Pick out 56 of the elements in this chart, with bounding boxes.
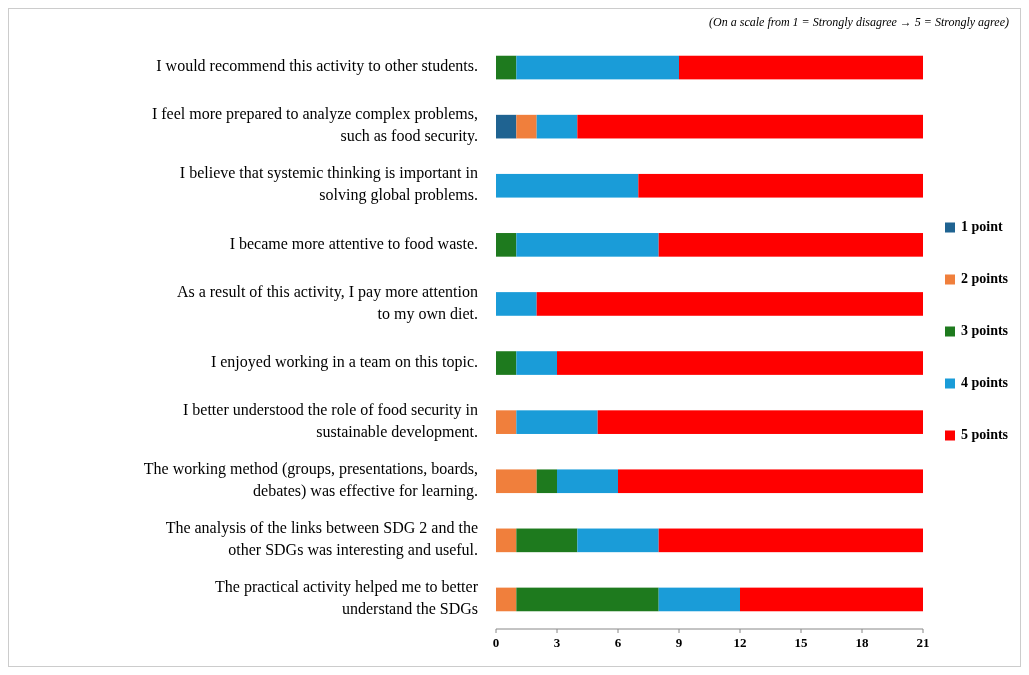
y-tick-label: The working method (groups, presentations, boards, debates) was effective for learning. <box>143 459 478 500</box>
x-tick-label: 0 <box>492 635 500 650</box>
x-tick-label: 9 <box>675 635 683 650</box>
y-tick-label: I feel more prepared to analyze complex problems, such as food security. <box>151 105 478 146</box>
legend-label: 1 point <box>961 218 1003 234</box>
x-tick-label: 15 <box>794 635 808 650</box>
y-tick-label: I enjoyed working in a team on this topic. <box>210 352 478 371</box>
bar <box>496 173 639 198</box>
bar <box>557 469 618 494</box>
bar <box>516 351 557 375</box>
bar <box>496 292 537 316</box>
bar <box>577 528 659 553</box>
text: (On a scale from 1 = Strongly disagree → 5 = Strongly agree) <box>709 15 1009 29</box>
bar <box>557 351 923 375</box>
bar <box>658 233 923 257</box>
x-tick-label: 12 <box>733 635 747 650</box>
bar <box>577 114 923 139</box>
bar <box>658 528 923 553</box>
bar <box>496 587 517 612</box>
bar <box>597 410 923 434</box>
bar <box>679 55 923 80</box>
legend-label: 4 points <box>961 374 1009 390</box>
bar <box>536 292 923 316</box>
bar <box>516 55 679 80</box>
x-tick-label: 18 <box>855 635 869 650</box>
x-tick-label: 3 <box>553 635 561 650</box>
bar <box>516 528 578 553</box>
x-tick-label: 21 <box>916 635 930 650</box>
bar <box>536 469 557 494</box>
bar <box>496 528 517 553</box>
bar <box>516 410 598 434</box>
y-tick-label: I became more attentive to food waste. <box>229 234 478 252</box>
bar <box>496 114 517 139</box>
bar <box>496 410 517 434</box>
bar <box>496 233 517 257</box>
bar <box>496 469 537 494</box>
y-tick-label: The analysis of the links between SDG 2 and the other SDGs was interesting and useful. <box>165 519 478 560</box>
bar <box>516 587 659 612</box>
y-tick-label: I believe that systemic thinking is important in solving global problems. <box>179 164 478 205</box>
y-tick-label: As a result of this activity, I pay more attention to my own diet. <box>176 282 478 323</box>
y-tick-label: I better understood the role of food security in sustainable development. <box>182 400 478 441</box>
y-tick-label: The practical activity helped me to better understand the SDGs <box>215 578 479 618</box>
bar <box>516 114 537 139</box>
bar <box>740 587 923 612</box>
bar <box>638 173 923 198</box>
bar <box>496 55 517 80</box>
x-tick-label: 6 <box>614 635 622 650</box>
bar <box>516 233 659 257</box>
legend-label: 5 points <box>961 426 1009 442</box>
legend-label: 3 points <box>961 322 1009 338</box>
bar <box>658 587 740 612</box>
bar <box>536 114 578 139</box>
bar <box>496 351 517 375</box>
bar <box>618 469 923 494</box>
legend-label: 2 points <box>961 270 1009 286</box>
y-tick-label: I would recommend this activity to other students. <box>156 57 478 76</box>
